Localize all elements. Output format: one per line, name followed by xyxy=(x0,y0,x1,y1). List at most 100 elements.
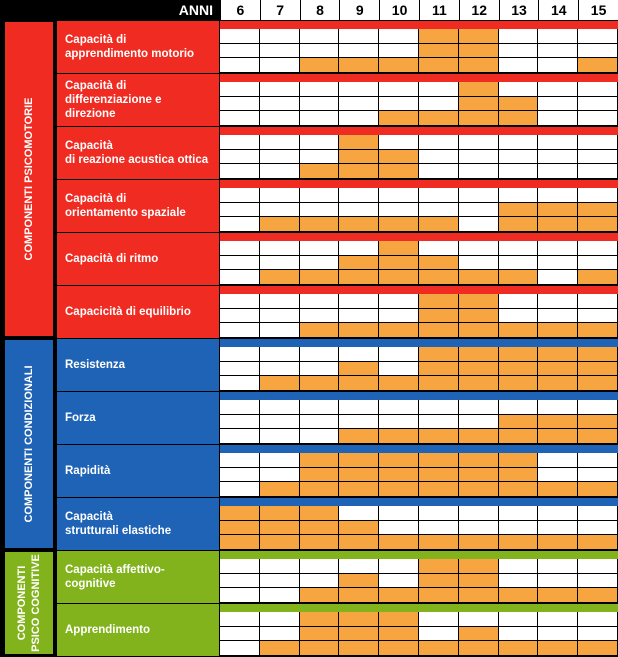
cell-year-10-sub-3 xyxy=(379,164,419,179)
cell-year-15-sub-1 xyxy=(578,241,618,256)
cell-year-9-sub-2 xyxy=(339,467,380,483)
cell-year-15-sub-1 xyxy=(578,29,618,44)
cell-year-10-sub-3 xyxy=(379,270,419,285)
cell-year-10-sub-1 xyxy=(379,506,419,521)
cell-year-15-sub-1 xyxy=(578,559,618,574)
cell-year-14-sub-1 xyxy=(538,29,579,44)
row-strip xyxy=(220,604,618,612)
row-label-psicomotorie-2: Capacità di reazione acustica ottica xyxy=(57,127,219,180)
cell-year-7-sub-2 xyxy=(259,43,300,59)
cell-year-12-sub-1 xyxy=(458,82,499,97)
cell-year-8-sub-2 xyxy=(299,255,340,271)
cell-year-11-sub-2 xyxy=(419,467,459,483)
cell-year-11-sub-2 xyxy=(419,255,459,271)
cell-year-11-sub-1 xyxy=(419,135,459,150)
cell-year-8-sub-2 xyxy=(299,520,340,536)
cell-year-14-sub-1 xyxy=(538,347,579,362)
cell-year-6-sub-3 xyxy=(220,376,260,391)
cell-year-6-sub-2 xyxy=(220,573,260,589)
cell-year-11-sub-3 xyxy=(419,588,459,603)
cell-year-12-sub-1 xyxy=(458,559,499,574)
cell-year-10-sub-1 xyxy=(379,135,419,150)
cell-year-8-sub-2 xyxy=(299,361,340,377)
group-label-line: COMPONENTI CONDIZIONALI xyxy=(23,365,35,523)
cell-year-14-sub-1 xyxy=(538,400,579,415)
cell-year-14-sub-3 xyxy=(538,376,579,391)
cell-year-14-sub-1 xyxy=(538,294,579,309)
cell-year-14-sub-2 xyxy=(538,626,579,642)
cell-year-14-sub-1 xyxy=(538,559,579,574)
cell-year-10-sub-3 xyxy=(379,641,419,656)
cell-year-13-sub-1 xyxy=(498,241,539,256)
row-strip xyxy=(220,445,618,453)
row-strip xyxy=(220,286,618,294)
cell-year-9-sub-3 xyxy=(339,111,380,126)
cell-year-7-sub-3 xyxy=(259,588,300,603)
cell-year-12-sub-2 xyxy=(458,308,499,324)
cell-year-12-sub-3 xyxy=(458,270,499,285)
cell-year-11-sub-2 xyxy=(419,361,459,377)
cell-year-15-sub-2 xyxy=(578,308,618,324)
row-label-psicomotorie-0: Capacità di apprendimento motorio xyxy=(57,21,219,74)
cell-year-8-sub-2 xyxy=(299,202,340,218)
group-block-cognitive: COMPONENTI PSICO COGNITIVE xyxy=(4,551,54,655)
cell-year-15-sub-2 xyxy=(578,43,618,59)
cell-year-12-sub-1 xyxy=(458,135,499,150)
cell-year-12-sub-1 xyxy=(458,506,499,521)
cell-year-15-sub-2 xyxy=(578,573,618,589)
cell-year-11-sub-3 xyxy=(419,535,459,550)
year-header-14: 14 xyxy=(538,0,579,20)
cell-year-7-sub-1 xyxy=(259,559,300,574)
group-label-psicomotorie: COMPONENTI PSICOMOTORIE xyxy=(22,98,36,261)
cell-year-14-sub-1 xyxy=(538,135,579,150)
cell-year-15-sub-2 xyxy=(578,361,618,377)
row-label-text: Capacicità di equilibrio xyxy=(65,305,191,319)
cell-year-9-sub-2 xyxy=(339,149,380,165)
year-header-15: 15 xyxy=(578,0,618,20)
cell-year-6-sub-1 xyxy=(220,453,260,468)
row-strip xyxy=(220,127,618,135)
cell-year-10-sub-1 xyxy=(379,453,419,468)
cell-year-8-sub-3 xyxy=(299,376,340,391)
cell-year-15-sub-3 xyxy=(578,429,618,444)
cell-year-9-sub-3 xyxy=(339,429,380,444)
cell-year-6-sub-3 xyxy=(220,58,260,73)
cell-year-6-sub-1 xyxy=(220,612,260,627)
cell-year-14-sub-2 xyxy=(538,361,579,377)
cell-year-10-sub-2 xyxy=(379,467,419,483)
cell-year-10-sub-3 xyxy=(379,535,419,550)
cell-year-6-sub-3 xyxy=(220,429,260,444)
cell-year-12-sub-3 xyxy=(458,323,499,338)
cell-year-9-sub-2 xyxy=(339,308,380,324)
cell-year-7-sub-1 xyxy=(259,135,300,150)
row-strip xyxy=(220,392,618,400)
cell-year-10-sub-3 xyxy=(379,111,419,126)
cell-year-11-sub-2 xyxy=(419,202,459,218)
cell-year-8-sub-1 xyxy=(299,506,340,521)
cell-year-13-sub-3 xyxy=(498,641,539,656)
cell-year-15-sub-3 xyxy=(578,535,618,550)
cell-year-7-sub-3 xyxy=(259,376,300,391)
cell-year-8-sub-3 xyxy=(299,323,340,338)
cell-year-11-sub-2 xyxy=(419,96,459,112)
cell-year-12-sub-2 xyxy=(458,573,499,589)
row-label-psicomotorie-3: Capacità di orientamento spaziale xyxy=(57,180,219,233)
cell-year-6-sub-2 xyxy=(220,520,260,536)
year-header-12: 12 xyxy=(458,0,499,20)
cell-year-6-sub-1 xyxy=(220,241,260,256)
cell-year-15-sub-3 xyxy=(578,588,618,603)
row-label-line: Apprendimento xyxy=(65,624,150,636)
cell-year-10-sub-3 xyxy=(379,58,419,73)
cell-year-9-sub-2 xyxy=(339,573,380,589)
cell-year-9-sub-1 xyxy=(339,241,380,256)
cell-year-7-sub-3 xyxy=(259,323,300,338)
cell-year-9-sub-3 xyxy=(339,58,380,73)
cell-year-14-sub-2 xyxy=(538,202,579,218)
cell-year-10-sub-2 xyxy=(379,255,419,271)
group-label-cognitive: COMPONENTI PSICO COGNITIVE xyxy=(15,554,43,652)
row-label-psicomotorie-1: Capacità di differenziazione e direzione xyxy=(57,74,219,127)
cell-year-8-sub-1 xyxy=(299,559,340,574)
cell-year-12-sub-2 xyxy=(458,467,499,483)
row-label-psicomotorie-4: Capacità di ritmo xyxy=(57,233,219,286)
